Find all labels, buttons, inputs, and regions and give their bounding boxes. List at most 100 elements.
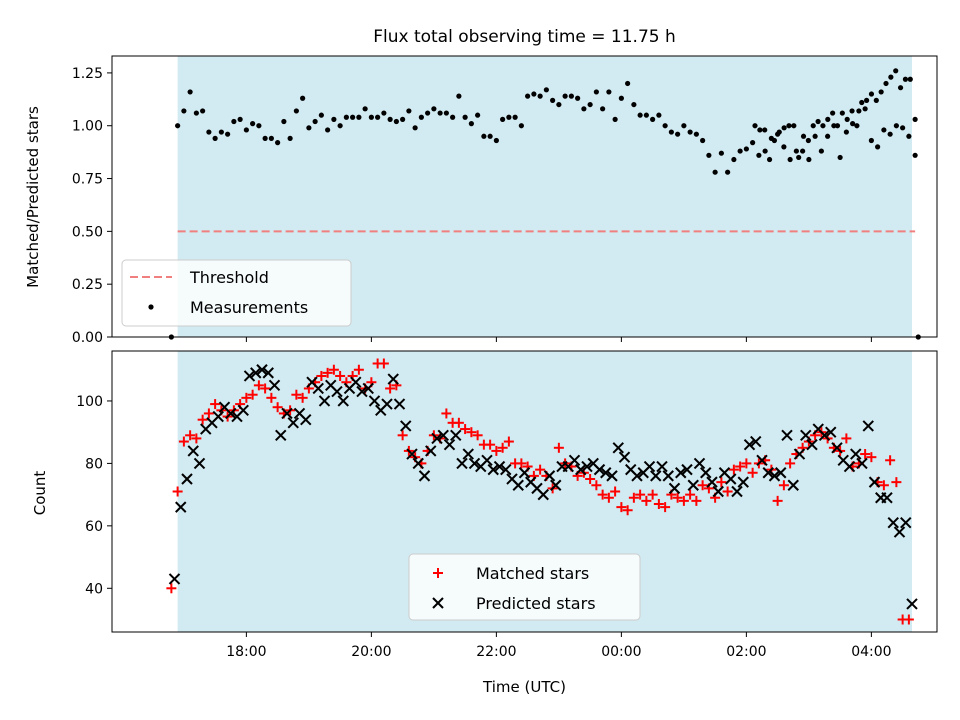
predicted-star-point — [337, 395, 349, 407]
ratio-y-axis-label: Matched/Predicted stars — [24, 106, 42, 288]
predicted-star-point — [612, 442, 624, 454]
predicted-star-point — [906, 598, 918, 610]
predicted-star-point — [768, 470, 781, 482]
figure-title: Flux total observing time = 11.75 h — [373, 27, 676, 47]
measurement-point — [431, 106, 437, 112]
measurement-point — [834, 123, 841, 129]
y-tick-label: 1.00 — [72, 119, 103, 135]
predicted-star-point — [793, 448, 806, 460]
measurement-point — [837, 154, 843, 161]
y-tick-label: 100 — [76, 394, 103, 410]
predicted-star-point — [712, 485, 724, 498]
measurement-point — [793, 148, 799, 154]
measurement-point — [581, 106, 587, 112]
predicted-star-point — [800, 429, 812, 442]
measurement-point — [612, 116, 618, 122]
matched-star-point — [485, 439, 496, 450]
measurement-point — [400, 116, 406, 122]
measurement-point — [687, 129, 693, 135]
matched-star-point — [878, 480, 889, 491]
measurement-point — [906, 133, 912, 139]
measurement-point — [243, 127, 249, 133]
predicted-star-point — [300, 413, 312, 426]
legend-matched-swatch — [433, 568, 443, 578]
measurement-point — [181, 108, 187, 114]
measurement-point — [902, 76, 909, 82]
measurement-point — [800, 148, 806, 154]
predicted-star-point — [262, 367, 274, 379]
predicted-star-point — [643, 460, 656, 473]
measurement-point — [600, 106, 606, 112]
predicted-star-point — [243, 370, 256, 382]
measurement-point — [912, 116, 918, 122]
measurement-point — [656, 112, 662, 118]
measurement-point — [637, 112, 643, 118]
measurement-point — [864, 97, 870, 103]
predicted-star-point — [225, 407, 237, 420]
measurement-point — [815, 118, 821, 125]
measurement-point — [859, 99, 865, 106]
matched-star-point — [453, 417, 464, 428]
measurement-point — [356, 114, 362, 120]
measurement-point — [757, 127, 763, 133]
measurement-point — [875, 144, 881, 150]
predicted-star-point — [237, 404, 249, 417]
measurement-point — [587, 101, 593, 108]
predicted-star-point — [818, 429, 831, 442]
measurement-point — [839, 110, 845, 116]
matched-star-point — [641, 495, 652, 506]
matched-star-point — [316, 370, 327, 381]
measurement-point — [731, 156, 737, 163]
predicted-star-point — [693, 457, 706, 470]
predicted-star-point — [481, 454, 493, 466]
measurement-point — [518, 123, 524, 129]
measurement-point — [468, 121, 474, 127]
predicted-star-point — [518, 467, 531, 479]
measurement-point — [193, 110, 199, 116]
predicted-star-point — [543, 470, 556, 482]
matched-star-point — [460, 424, 471, 435]
x-tick-label: 02:00 — [726, 644, 766, 660]
predicted-star-point — [287, 417, 299, 429]
matched-star-point — [841, 433, 852, 444]
measurement-point — [331, 116, 337, 122]
measurement-point — [862, 106, 868, 112]
matched-star-point — [778, 480, 789, 491]
measurement-point — [825, 133, 831, 139]
matched-star-point — [203, 408, 214, 419]
matched-star-point — [585, 474, 596, 485]
matched-star-point — [397, 430, 408, 441]
measurement-point — [225, 131, 231, 137]
predicted-star-point — [393, 398, 406, 410]
y-tick-label: 0.25 — [72, 277, 103, 293]
measurement-point — [393, 118, 399, 125]
matched-star-point — [291, 389, 302, 400]
matched-star-point — [166, 583, 177, 594]
predicted-star-point — [862, 420, 874, 432]
measurement-point — [718, 150, 724, 156]
matched-star-point — [622, 505, 633, 516]
measurement-point — [675, 131, 681, 137]
matched-star-point — [191, 433, 202, 444]
measurement-point — [312, 118, 318, 125]
matched-star-point — [253, 380, 264, 391]
matched-star-point — [553, 442, 564, 453]
predicted-star-point — [281, 407, 293, 420]
matched-star-point — [691, 495, 702, 506]
predicted-star-point — [631, 470, 643, 482]
measurement-point — [362, 106, 368, 112]
predicted-star-point — [456, 457, 468, 470]
x-axis-label: Time (UTC) — [482, 678, 566, 696]
matched-star-point — [172, 486, 183, 497]
predicted-star-point — [418, 470, 431, 482]
y-tick-label: 1.25 — [72, 66, 103, 82]
measurement-point — [878, 89, 884, 95]
predicted-star-point — [662, 470, 674, 482]
predicted-star-point — [350, 376, 362, 388]
measurement-point — [771, 137, 778, 144]
predicted-star-point — [312, 382, 324, 395]
matched-star-point — [491, 445, 502, 456]
y-tick-label: 80 — [85, 456, 103, 472]
matched-star-point — [210, 399, 221, 410]
